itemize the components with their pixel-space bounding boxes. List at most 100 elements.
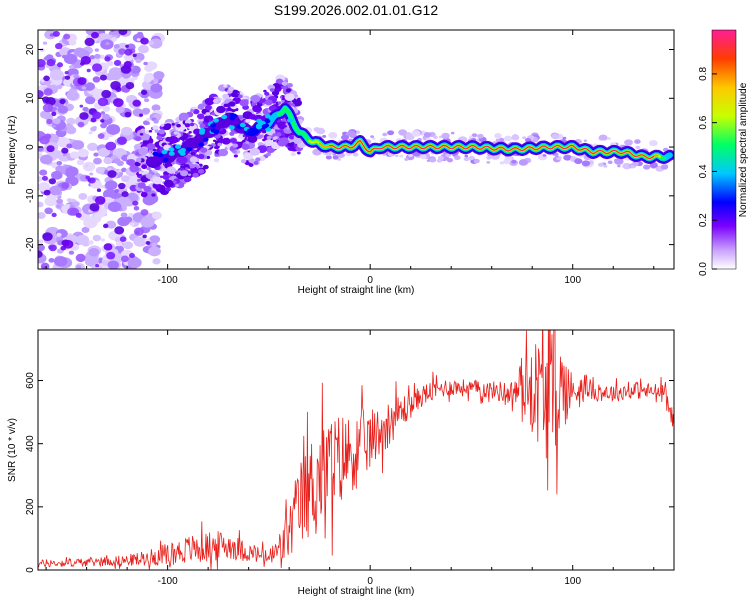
spectrogram-cloud-blob xyxy=(158,129,166,135)
spectrogram-halo-blob xyxy=(562,136,567,140)
spectrogram-halo-blob xyxy=(322,134,327,138)
spectrogram-halo-blob xyxy=(606,136,611,141)
spectrogram-noise-blob xyxy=(88,248,100,257)
spectrogram-noise-blob xyxy=(101,259,109,266)
snr-line xyxy=(38,330,674,570)
spectrogram-cloud-blob xyxy=(184,119,192,125)
spectrogram-noise-blob xyxy=(55,165,65,173)
spectrogram-cloud-blob xyxy=(234,93,240,98)
spectrogram-noise-blob xyxy=(43,88,53,96)
spectrogram-noise-blob xyxy=(112,98,124,108)
spectrogram-noise-blob xyxy=(101,89,112,99)
spectrogram-noise-blob xyxy=(153,70,165,80)
spectrogram-cloud-blob xyxy=(138,147,149,156)
spectrogram-noise-blob xyxy=(90,126,97,132)
spectrogram-noise-blob xyxy=(92,234,102,242)
colorbar-gradient xyxy=(711,29,737,270)
spectrogram-noise-blob xyxy=(121,191,129,198)
spectrogram-noise-blob xyxy=(100,238,106,242)
spectrogram-xlabel: Height of straight line (km) xyxy=(298,285,415,296)
snr-ylabel: SNR (10 * v/v) xyxy=(7,418,18,482)
spectrogram-cloud-blob xyxy=(166,166,176,174)
spectrogram-noise-blob xyxy=(128,212,134,218)
spectrogram-cloud-blob xyxy=(216,105,226,114)
spectrogram-noise-blob xyxy=(95,264,100,268)
spectrogram-cloud-blob xyxy=(188,130,192,134)
spectrogram-cloud-blob xyxy=(266,135,272,140)
spectrogram-cloud-blob xyxy=(146,143,156,151)
spectrogram-halo-blob xyxy=(511,134,520,141)
spectrogram-halo-blob xyxy=(607,160,613,165)
spectrogram-noise-blob xyxy=(138,45,149,54)
spectrogram-noise-blob xyxy=(65,170,75,178)
y-tick-label: 200 xyxy=(25,498,36,515)
spectrogram-noise-blob xyxy=(121,255,129,263)
spectrogram-noise-blob xyxy=(132,99,141,107)
spectrogram-cloud-blob xyxy=(152,125,159,131)
spectrogram-peak-blob xyxy=(179,148,186,153)
spectrogram-noise-blob xyxy=(144,98,150,103)
spectrogram-halo-blob xyxy=(348,138,353,142)
spectrogram-peak-blob xyxy=(264,114,271,119)
y-tick-label: 0 xyxy=(25,567,36,573)
spectrogram-noise-blob xyxy=(124,216,133,223)
spectrogram-cloud-blob xyxy=(205,104,212,111)
spectrogram-halo-blob xyxy=(583,139,588,143)
spectrogram-noise-blob xyxy=(88,131,93,135)
spectrogram-noise-blob xyxy=(43,189,51,196)
snr-ticks: -100 0 100 0 200 400 600 xyxy=(25,330,674,587)
spectrogram-noise-blob xyxy=(127,159,136,167)
spectrogram-noise-blob xyxy=(46,145,55,153)
spectrogram-cloud-blob xyxy=(198,163,203,167)
spectrogram-noise-blob xyxy=(89,203,100,212)
spectrogram-peak-blob xyxy=(210,128,217,133)
spectrogram-noise-blob xyxy=(97,147,110,158)
spectrogram-halo-blob xyxy=(382,132,388,137)
spectrogram-halo-blob xyxy=(486,161,491,164)
spectrogram-halo-blob xyxy=(494,133,502,139)
spectrogram-cloud-blob xyxy=(162,174,170,180)
spectrogram-noise-blob xyxy=(41,175,48,181)
spectrogram-noise-blob xyxy=(100,119,105,123)
spectrogram-cloud-blob xyxy=(243,152,253,160)
spectrogram-halo-blob xyxy=(477,133,484,139)
spectrogram-noise-blob xyxy=(84,256,99,267)
spectrogram-cloud-blob xyxy=(230,137,237,144)
figure-title: S199.2026.002.01.01.G12 xyxy=(274,2,438,18)
spectrogram-noise-blob xyxy=(66,198,72,203)
spectrogram-cloud-blob xyxy=(180,165,184,168)
spectrogram-cloud-blob xyxy=(223,84,228,88)
spectrogram-noise-blob xyxy=(66,123,72,128)
spectrogram-halo-blob xyxy=(404,157,409,161)
spectrogram-noise-blob xyxy=(98,257,103,261)
spectrogram-noise-blob xyxy=(56,62,64,68)
spectrogram-noise-blob xyxy=(149,91,157,98)
spectrogram-peak-blob xyxy=(210,123,217,128)
spectrogram-cloud-blob xyxy=(160,123,165,127)
spectrogram-peak-blob xyxy=(174,144,181,149)
spectrogram-cloud-blob xyxy=(137,178,141,182)
spectrogram-noise-blob xyxy=(118,30,128,36)
spectrogram-noise-blob xyxy=(140,216,155,228)
spectrogram-cloud-blob xyxy=(263,89,267,93)
spectrogram-halo-blob xyxy=(341,134,350,141)
spectrogram-noise-blob xyxy=(49,69,64,81)
spectrogram-cloud-blob xyxy=(184,123,191,128)
spectrogram-cloud-blob xyxy=(284,93,295,102)
spectrogram-noise-blob xyxy=(61,54,67,59)
spectrogram-noise-blob xyxy=(100,123,108,129)
spectrogram-halo-blob xyxy=(473,158,480,164)
spectrogram-cloud-blob xyxy=(197,168,205,174)
spectrogram-noise-blob xyxy=(121,175,130,182)
spectrogram-noise-blob xyxy=(116,136,127,145)
spectrogram-cloud-blob xyxy=(272,136,277,140)
spectrogram-noise-blob xyxy=(140,209,149,216)
y-tick-label: 10 xyxy=(25,92,36,104)
spectrogram-cloud-blob xyxy=(262,138,266,142)
spectrogram-halo-blob xyxy=(408,153,414,158)
spectrogram-noise-blob xyxy=(119,236,127,242)
spectrogram-noise-blob xyxy=(39,154,53,165)
spectrogram-halo-blob xyxy=(525,138,532,143)
spectrogram-cloud-blob xyxy=(264,99,273,106)
spectrogram-noise-blob xyxy=(79,112,89,120)
